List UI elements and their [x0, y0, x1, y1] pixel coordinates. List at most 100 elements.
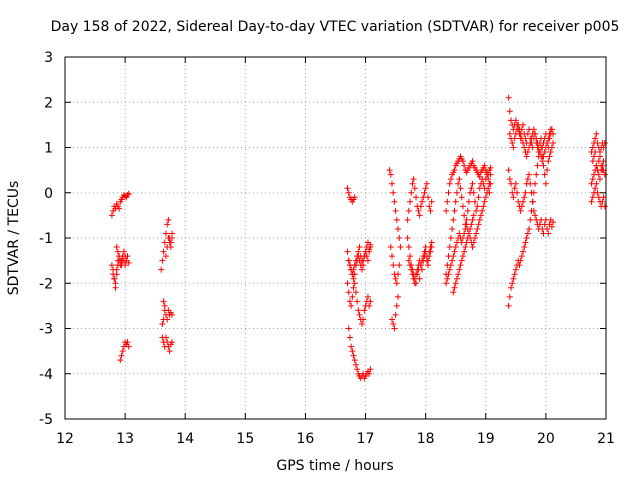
data-point	[512, 180, 519, 187]
data-point	[419, 198, 426, 205]
x-tick-label: 12	[56, 431, 74, 447]
data-point	[344, 185, 351, 192]
data-point	[461, 162, 468, 169]
data-point	[465, 198, 472, 205]
data-point	[475, 194, 482, 201]
data-point	[534, 139, 541, 146]
data-point	[464, 207, 471, 214]
data-point	[114, 262, 121, 269]
data-point	[390, 262, 397, 269]
data-point	[352, 257, 359, 264]
data-point	[426, 253, 433, 260]
data-point	[407, 262, 414, 269]
data-point	[417, 203, 424, 210]
data-point	[464, 235, 471, 241]
x-tick-label: 20	[537, 431, 555, 447]
data-point	[446, 244, 453, 251]
data-point	[545, 135, 552, 142]
data-point	[408, 189, 415, 196]
data-point	[477, 212, 484, 219]
data-point	[469, 180, 476, 187]
data-point	[118, 352, 125, 359]
data-point	[417, 262, 424, 269]
data-point	[390, 189, 397, 196]
data-point	[535, 144, 542, 151]
data-point	[539, 158, 546, 165]
data-point	[166, 348, 173, 355]
data-point	[367, 241, 374, 248]
data-point	[423, 257, 430, 264]
data-point	[119, 348, 126, 355]
data-point	[455, 180, 462, 187]
x-tick-label: 18	[417, 431, 435, 447]
data-point	[360, 262, 367, 269]
data-point	[117, 357, 124, 364]
data-point	[526, 225, 533, 232]
data-point	[362, 248, 369, 255]
data-point	[367, 298, 374, 305]
data-point	[366, 246, 373, 253]
data-point	[467, 225, 474, 232]
data-point	[443, 207, 450, 214]
y-tick-label: -1	[39, 231, 53, 247]
data-point	[481, 198, 488, 205]
data-point	[350, 266, 357, 273]
data-point	[351, 194, 358, 201]
data-point	[470, 239, 477, 246]
x-tick-label: 14	[176, 431, 194, 447]
data-point	[354, 366, 361, 373]
data-point	[411, 185, 418, 192]
data-point	[108, 262, 115, 269]
data-point	[550, 219, 557, 226]
x-tick-label: 19	[477, 431, 495, 447]
y-tick-label: 0	[44, 186, 53, 202]
data-point	[427, 248, 434, 255]
data-point	[468, 221, 475, 228]
data-point	[168, 339, 175, 346]
data-point	[459, 203, 466, 210]
data-point	[463, 239, 470, 246]
data-point	[113, 271, 120, 278]
data-point	[547, 126, 554, 133]
data-point	[592, 185, 599, 192]
y-tick-label: -3	[39, 322, 53, 338]
data-point	[457, 185, 464, 192]
data-point	[509, 139, 516, 146]
data-point	[522, 239, 529, 246]
data-point	[529, 198, 536, 205]
data-point	[120, 248, 127, 255]
data-point	[452, 198, 459, 205]
data-point	[527, 139, 534, 146]
data-point	[162, 334, 169, 341]
x-tick-label: 15	[236, 431, 254, 447]
data-point	[505, 167, 512, 174]
data-point	[485, 176, 492, 183]
data-point	[445, 189, 452, 196]
data-point	[518, 203, 525, 210]
data-point	[515, 121, 522, 128]
x-tick-labels: 12 13 14 15 16 17 18 19 20 21	[56, 431, 615, 447]
data-point	[112, 280, 119, 287]
data-point	[530, 126, 537, 133]
data-point	[473, 207, 480, 214]
data-point	[415, 207, 422, 214]
data-point	[349, 348, 356, 355]
data-point	[361, 307, 368, 314]
data-point	[358, 266, 365, 273]
data-point	[111, 275, 118, 282]
data-point	[123, 257, 130, 264]
data-point	[446, 180, 453, 187]
data-point	[505, 302, 512, 309]
data-point	[348, 302, 355, 309]
data-point	[124, 339, 131, 346]
data-point	[447, 262, 454, 269]
data-point	[520, 198, 527, 205]
data-point	[444, 275, 451, 282]
data-point	[349, 271, 356, 278]
data-point	[547, 149, 554, 156]
data-point	[158, 266, 165, 273]
data-point	[159, 320, 166, 327]
data-point	[355, 307, 362, 314]
data-point	[449, 257, 456, 264]
